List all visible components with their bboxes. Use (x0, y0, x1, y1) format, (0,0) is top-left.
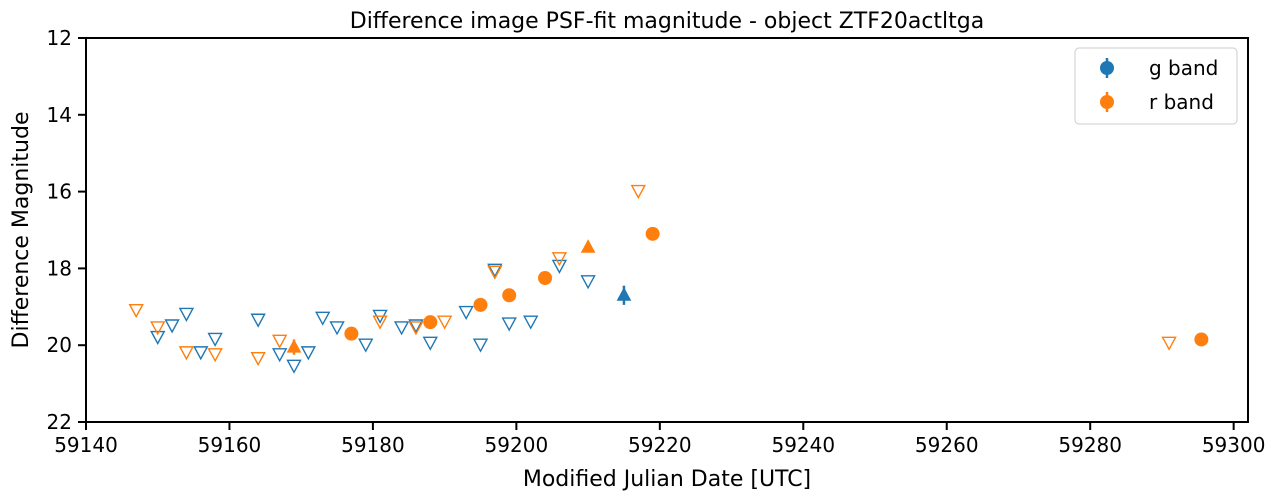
r-band-upper-limit-point (271, 334, 288, 349)
r-band-detection-point (645, 226, 660, 241)
g-band-upper-limit-point (458, 305, 474, 321)
x-tick-label: 59260 (915, 433, 979, 457)
plot-marks (128, 184, 1209, 374)
g-band-upper-limit-point (408, 319, 424, 334)
g-band-upper-limit-point (393, 321, 410, 336)
y-tick-label: 20 (47, 333, 72, 357)
g-band-upper-limit-point (286, 359, 302, 374)
g-band-upper-limit-point (178, 307, 195, 322)
r-band-detection-point (502, 288, 517, 303)
y-tick-label: 14 (47, 103, 72, 127)
g-band-upper-limit-point (358, 338, 374, 353)
y-tick-label: 12 (47, 26, 72, 50)
g-band-upper-limit-point (271, 348, 288, 363)
r-band-detection-point (538, 271, 553, 285)
r-band-upper-limit-point (1161, 336, 1177, 351)
r-band-upper-limit-point (250, 351, 266, 367)
chart-title: Difference image PSF-fit magnitude - obj… (350, 9, 985, 34)
r-band-upper-limit-point (207, 348, 223, 363)
g-band-upper-limit-point (207, 332, 223, 347)
r-band-upper-limit-point (372, 315, 388, 330)
g-band-lower-limit-point (616, 287, 632, 301)
x-tick-label: 59220 (628, 433, 692, 457)
legend-marker (1100, 95, 1114, 109)
x-tick-label: 59180 (341, 433, 405, 457)
g-band-upper-limit-point (315, 311, 331, 326)
y-tick-label: 16 (47, 180, 72, 204)
x-tick-label: 59160 (198, 433, 262, 457)
g-band-upper-limit-point (580, 275, 596, 290)
legend-marker (1100, 61, 1114, 75)
x-tick-label: 59240 (771, 433, 835, 457)
g-band-upper-limit-point (523, 315, 539, 330)
g-band-upper-limit-point (501, 317, 517, 332)
legend-label: r band (1149, 90, 1214, 114)
r-band-upper-limit-point (630, 184, 646, 200)
r-band-upper-limit-point (178, 346, 195, 361)
r-band-lower-limit-point (580, 239, 596, 253)
g-band-upper-limit-point (472, 338, 489, 353)
g-band-upper-limit-point (551, 259, 568, 274)
r-band-upper-limit-point (128, 303, 144, 319)
g-band-upper-limit-point (300, 346, 317, 361)
r-band-upper-limit-point (487, 265, 503, 280)
g-band-upper-limit-point (422, 336, 438, 351)
g-band-upper-limit-point (250, 313, 266, 328)
y-axis-title: Difference Magnitude (9, 112, 34, 349)
r-band-upper-limit-point (551, 252, 568, 267)
y-tick-label: 22 (47, 410, 72, 434)
r-band-lower-limit-point (286, 339, 302, 353)
r-band-upper-limit-point (150, 321, 166, 336)
x-tick-label: 59140 (54, 433, 118, 457)
g-band-upper-limit-point (150, 330, 166, 345)
x-tick-label: 59280 (1058, 433, 1122, 457)
r-band-detection-point (1194, 332, 1209, 347)
r-band-upper-limit-point (436, 315, 453, 330)
y-tick-label: 18 (47, 256, 72, 280)
legend: g band r band (1074, 47, 1238, 125)
r-band-upper-limit-point (408, 321, 424, 336)
g-band-upper-limit-point (164, 319, 180, 334)
r-band-detection-point (344, 326, 359, 341)
legend-box (1074, 47, 1238, 125)
x-tick-label: 59200 (485, 433, 549, 457)
axis-ticks: 59140 59160 59180 59200 59220 59240 59260 59280… (47, 26, 1266, 457)
plot-frame (85, 37, 1249, 423)
g-band-upper-limit-point (193, 346, 209, 361)
r-band-detection-point (423, 315, 438, 330)
g-band-upper-limit-point (487, 263, 503, 278)
legend-label: g band (1149, 56, 1218, 80)
g-band-upper-limit-point (329, 321, 345, 336)
x-tick-label: 59300 (1202, 433, 1266, 457)
r-band-detection-point (473, 297, 488, 312)
x-axis-title: Modified Julian Date [UTC] (523, 467, 811, 492)
